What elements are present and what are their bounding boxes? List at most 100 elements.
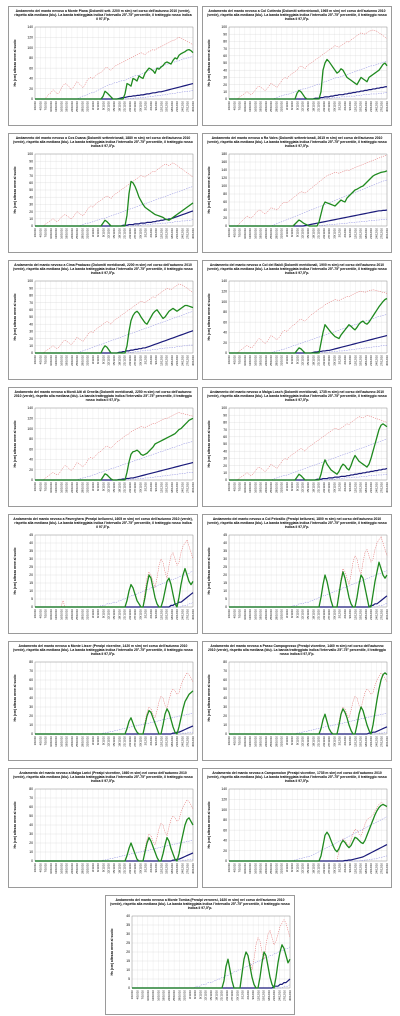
y-tick-label: 5 [31,597,33,601]
y-tick-label: 40 [29,458,33,462]
x-tick-label: 18/11/10 [311,101,315,112]
x-tick-label: 28/10/10 [80,482,84,493]
y-tick-label: 50 [29,188,33,192]
y-tick-label: 30 [29,330,33,334]
x-tick-label: 6/11/10 [290,863,294,873]
y-tick-label: 30 [29,705,33,709]
x-tick-label: 31/10/10 [280,355,284,366]
y-tick-label: 90 [223,32,227,36]
x-tick-label: 7/10/10 [238,736,242,746]
x-tick-label: 3/11/10 [285,863,289,873]
y-axis-label: Hs (cm) altezza neve al suolo [13,40,17,87]
chart-plot: 0 10 20 30 40 50 60 70 80 90 100 1/10/10 4/10/10 7/10… [207,406,389,493]
y-tick-label: 15 [126,959,130,963]
y-tick-label: 10 [29,723,33,727]
x-tick-label: 12/11/10 [301,228,305,239]
chart-panel: Andamento del manto nevoso a Monte Lisse… [8,641,198,761]
y-tick-label: 80 [29,660,33,664]
chart-title: Andamento del manto nevoso a Passo Campo… [208,644,386,656]
series-2010 [35,567,194,608]
y-tick-label: 80 [223,40,227,44]
x-tick-label: 16/10/10 [253,736,257,747]
y-axis-label: Hs (cm) altezza neve al suolo [207,802,211,849]
series-2010 [35,817,194,862]
y-tick-label: 100 [27,46,33,50]
x-tick-label: 7/10/10 [238,482,242,492]
series-p975 [35,162,194,227]
series-2010 [132,944,291,989]
x-tick-label: 21/11/10 [123,101,127,112]
x-tick-label: 30/12/10 [385,609,389,620]
x-tick-label: 6/12/10 [343,228,347,238]
y-axis-label: Hs (cm) altezza neve al suolo [207,40,211,87]
y-axis-label: Hs (cm) altezza neve al suolo [13,802,17,849]
y-tick-label: 20 [223,849,227,853]
x-tick-label: 4/10/10 [232,101,236,111]
x-tick-label: 24/11/10 [128,355,132,366]
x-tick-label: 3/11/10 [91,863,95,873]
y-tick-label: 50 [223,61,227,65]
x-tick-label: 9/12/10 [348,355,352,365]
x-tick-label: 21/12/10 [369,101,373,112]
x-tick-label: 16/10/10 [253,609,257,620]
x-tick-label: 21/11/10 [123,482,127,493]
x-tick-label: 27/11/10 [133,736,137,747]
x-tick-label: 7/10/10 [238,863,242,873]
chart-title: Andamento del manto nevoso a Cima Pradaz… [13,263,193,275]
x-tick-label: 15/12/10 [359,228,363,239]
x-tick-label: 9/12/10 [154,863,158,873]
y-tick-label: 20 [29,714,33,718]
x-tick-label: 25/10/10 [172,990,176,1001]
y-tick-label: 10 [223,90,227,94]
x-tick-label: 27/11/10 [133,355,137,366]
x-tick-label: 12/11/10 [107,609,111,620]
x-tick-label: 21/12/10 [175,228,179,239]
x-tick-label: 19/10/10 [65,863,69,874]
x-tick-label: 24/11/10 [128,101,132,112]
x-tick-label: 27/11/10 [327,228,331,239]
y-tick-label: 40 [223,839,227,843]
y-tick-label: 50 [29,315,33,319]
chart-plot: 0 20 40 60 80 100 120 140 160 180 1/10/10 4/10/10 7/… [207,152,389,239]
x-tick-label: 10/10/10 [49,863,53,874]
x-tick-label: 15/11/10 [112,355,116,366]
x-tick-label: 16/10/10 [59,863,63,874]
y-tick-label: 100 [27,152,33,156]
x-tick-label: 19/10/10 [259,863,263,874]
x-tick-label: 16/10/10 [59,609,63,620]
x-tick-label: 9/11/10 [101,228,105,238]
x-tick-label: 21/11/10 [123,355,127,366]
x-tick-label: 15/12/10 [165,355,169,366]
y-tick-label: 80 [223,660,227,664]
x-tick-label: 30/11/10 [332,482,336,493]
y-tick-label: 15 [29,581,33,585]
x-tick-label: 13/10/10 [248,101,252,112]
x-tick-label: 24/11/10 [128,228,132,239]
y-tick-label: 40 [126,914,130,918]
y-tick-label: 40 [29,823,33,827]
x-tick-label: 12/12/10 [159,228,163,239]
x-tick-label: 4/10/10 [38,609,42,619]
x-tick-label: 15/12/10 [165,228,169,239]
x-tick-label: 15/12/10 [262,990,266,1001]
x-tick-label: 19/10/10 [65,101,69,112]
y-tick-label: 80 [223,310,227,314]
y-tick-label: 70 [29,669,33,673]
x-tick-label: 12/11/10 [107,101,111,112]
x-tick-label: 18/11/10 [117,101,121,112]
x-tick-label: 12/11/10 [107,863,111,874]
x-tick-label: 16/10/10 [253,101,257,112]
x-tick-label: 16/10/10 [156,990,160,1001]
x-tick-label: 6/12/10 [343,609,347,619]
x-tick-label: 25/10/10 [269,482,273,493]
x-tick-label: 27/11/10 [327,609,331,620]
chart-title: Andamento del manto nevoso a Ra Vales (D… [207,136,387,148]
x-tick-label: 12/11/10 [107,736,111,747]
y-tick-label: 0 [225,605,227,609]
chart-plot: 0 10 20 30 40 50 60 70 80 1/10/10 4/10/10 7/10/10 10… [13,787,195,874]
x-tick-label: 9/11/10 [101,355,105,365]
y-tick-label: 30 [223,705,227,709]
y-tick-label: 50 [29,814,33,818]
y-tick-label: 40 [223,331,227,335]
